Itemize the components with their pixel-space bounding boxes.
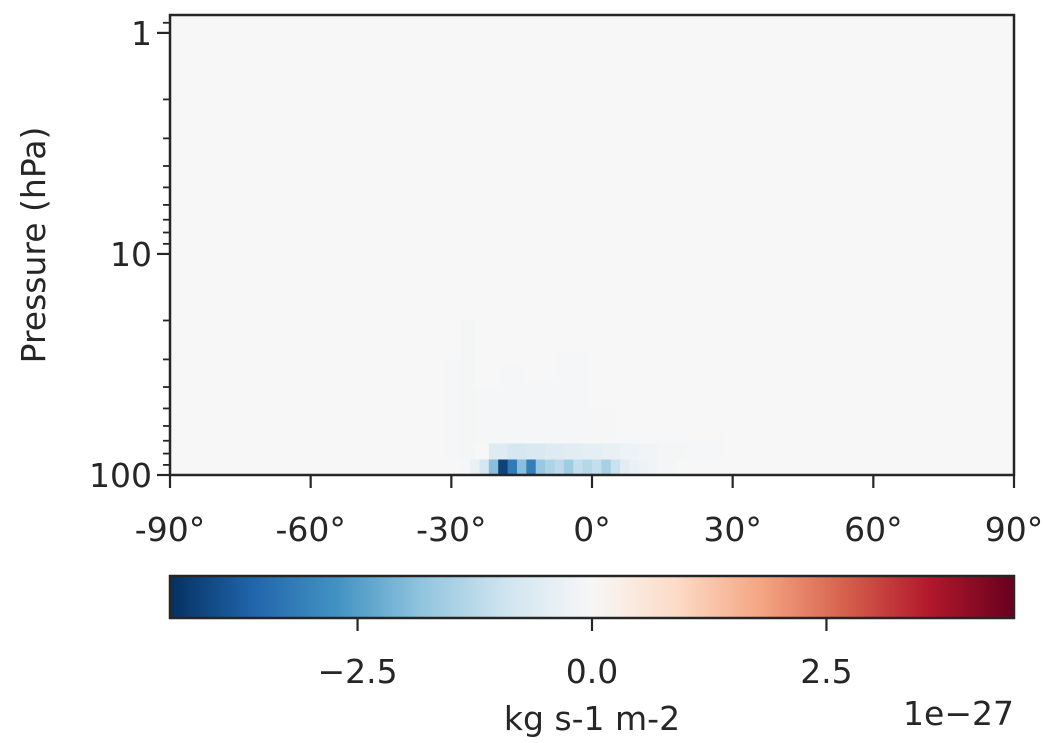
heatmap-cell (638, 443, 659, 460)
heatmap-cell (563, 459, 574, 475)
heatmap-cell (657, 459, 677, 475)
heatmap-cell (488, 443, 509, 460)
heatmap-cell (582, 443, 602, 460)
heatmap-cell (535, 459, 546, 475)
heatmap-cell (488, 459, 499, 475)
heatmap-cell (601, 443, 621, 460)
heatmap-cell (507, 459, 518, 475)
heatmap-cell (526, 459, 537, 475)
heatmap-cell (601, 459, 612, 475)
colorbar-tick-label: 2.5 (800, 652, 852, 691)
heatmap-cell (685, 443, 724, 460)
heatmap-cell (554, 459, 565, 475)
x-tick-label: 90° (985, 510, 1044, 549)
heatmap-cell (610, 459, 621, 475)
heatmap-background (170, 15, 1014, 475)
heatmap-cell (521, 382, 555, 444)
y-axis-label: Pressure (hPa) (14, 127, 53, 364)
x-tick-label: -60° (275, 510, 345, 549)
heatmap-cell (587, 408, 616, 444)
heatmap-cell (582, 459, 593, 475)
heatmap-cell (474, 387, 499, 444)
heatmap-cell (479, 459, 490, 475)
heatmap-cell (460, 320, 476, 460)
heatmap-cell (629, 459, 640, 475)
heatmap-cell (545, 443, 565, 460)
heatmap-cell (526, 443, 546, 460)
colorbar-gradient (170, 576, 1014, 618)
heatmap-cell (554, 352, 588, 444)
heatmap-plot-area (168, 13, 1016, 477)
heatmap-cell (657, 443, 687, 460)
heatmap-cell (516, 459, 527, 475)
colorbar-label: kg s-1 m-2 (504, 699, 680, 738)
colorbar: −2.5 0.0 2.5 kg s-1 m-2 1e−27 (168, 574, 1016, 738)
x-tick-label: 60° (844, 510, 903, 549)
colorbar-offset-text: 1e−27 (903, 694, 1014, 733)
colorbar-tick-label: 0.0 (566, 652, 618, 691)
heatmap-cell (685, 433, 724, 444)
y-tick-label: 10 (110, 235, 152, 274)
y-tick-label: 100 (89, 456, 152, 495)
heatmap-cell (592, 459, 602, 475)
heatmap-cell (620, 443, 640, 460)
heatmap-cell (498, 365, 523, 444)
heatmap-cell (648, 459, 659, 475)
heatmap-cell (470, 459, 480, 475)
x-tick-label: -90° (135, 510, 205, 549)
heatmap-cell (507, 443, 527, 460)
heatmap-cell (563, 443, 584, 460)
heatmap-cell (498, 459, 509, 475)
heatmap-cell (446, 359, 462, 460)
x-tick-label: -30° (416, 510, 486, 549)
x-tick-label: 30° (703, 510, 762, 549)
heatmap-cell (460, 459, 471, 475)
colorbar-tick-label: −2.5 (317, 652, 397, 691)
y-tick-label: 1 (131, 14, 152, 53)
heatmap-cell (620, 459, 631, 475)
x-tick-label: 0° (573, 510, 611, 549)
heatmap-cell (545, 459, 555, 475)
heatmap-cell (638, 459, 649, 475)
y-axis: 1 10 100 (89, 14, 170, 495)
x-axis: -90° -60° -30° 0° 30° 60° 90° (135, 475, 1043, 549)
heatmap-cell (615, 433, 687, 444)
heatmap-cell (573, 459, 584, 475)
